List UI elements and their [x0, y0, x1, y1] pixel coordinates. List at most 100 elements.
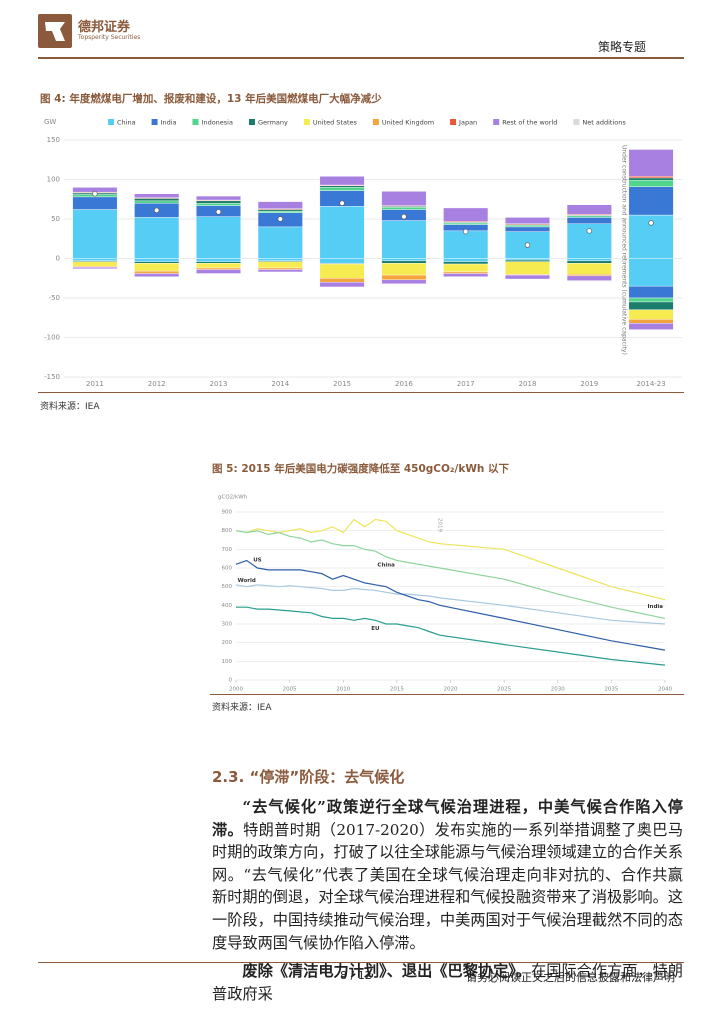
bar-segment	[381, 260, 427, 264]
company-name: 德邦证券	[78, 20, 131, 35]
bar-segment	[505, 225, 550, 228]
bar-segment	[196, 195, 241, 201]
legend-swatch	[493, 119, 500, 125]
bar-segment	[505, 258, 550, 261]
bar-segment	[566, 204, 612, 215]
bar-segment	[134, 200, 180, 204]
line-label: World	[238, 578, 256, 584]
page-number: 8 / 12	[340, 969, 372, 982]
bar-segment	[319, 185, 365, 188]
net-dot	[648, 220, 654, 226]
x-tick-label: 2025	[497, 687, 511, 693]
bar-segment	[566, 263, 612, 275]
logo-icon	[38, 14, 72, 48]
y-tick-label: 200	[222, 640, 233, 646]
line-series	[235, 584, 666, 625]
figure-source: 资料来源：IEA	[212, 703, 272, 713]
y-tick-label: 150	[47, 136, 60, 144]
annotation: 2019	[436, 518, 442, 532]
bar-segment	[72, 196, 118, 210]
bar-segment	[257, 261, 303, 269]
legend-label: China	[117, 119, 136, 127]
x-tick-label: 2014	[271, 380, 289, 388]
bar-segment	[381, 274, 427, 281]
x-tick-label: 2005	[283, 687, 297, 693]
bar-segment	[443, 273, 489, 277]
x-tick-label: 2015	[390, 687, 404, 693]
bar-segment	[319, 206, 365, 259]
net-dot	[92, 191, 98, 197]
bar-segment	[443, 271, 489, 274]
bar-segment	[196, 200, 241, 204]
bar-segment	[196, 261, 241, 264]
bar-segment	[443, 263, 489, 273]
x-tick-label: 2016	[395, 380, 413, 388]
bar-segment	[628, 186, 674, 216]
bar-segment	[628, 285, 674, 299]
bar-segment	[319, 278, 365, 283]
bar-segment	[319, 176, 365, 186]
y-tick-label: 700	[222, 547, 233, 553]
line-label: EU	[371, 626, 379, 632]
legend-swatch	[108, 119, 114, 125]
annotation: Under construction and announced retirem…	[621, 145, 628, 355]
legend-swatch	[372, 119, 379, 125]
y-tick-label: 600	[222, 566, 233, 572]
figure-caption: 图 4: 年度燃煤电厂增加、报废和建设，13 年后美国燃煤电厂大幅净减少	[40, 93, 382, 105]
x-tick-label: 2019	[580, 380, 598, 388]
bar-segment	[381, 258, 427, 262]
figure-rule	[38, 392, 684, 393]
bar-segment	[381, 263, 427, 276]
bar-segment	[566, 217, 612, 224]
paragraph-lead: “去气候化”政策逆行全球气候治理进程，中美气候合作陷入停滞。	[212, 798, 683, 839]
chart: GW 150 100 50 0 -50 -100 -150 China India Indonesi…	[44, 118, 682, 388]
section-body: “去气候化”政策逆行全球气候治理进程，中美气候合作陷入停滞。特朗普时期（2017…	[212, 796, 683, 1011]
bar-segment	[505, 259, 550, 262]
x-tick-label: 2013	[210, 380, 228, 388]
bar-segment	[196, 267, 241, 270]
bar-segment	[566, 274, 612, 277]
y-tick-label: 900	[222, 510, 233, 516]
disclaimer: 请务必阅读正文之后的信息披露和法律声明	[466, 971, 675, 984]
y-axis-label: GW	[44, 118, 56, 126]
legend-swatch	[248, 119, 255, 125]
bar-segment	[196, 269, 241, 274]
legend-label: Net additions	[582, 119, 626, 127]
net-dot	[401, 213, 407, 220]
line-series	[236, 606, 666, 666]
figure-source: 资料来源：IEA	[40, 402, 100, 412]
y-tick-label: -100	[44, 334, 60, 342]
paragraph: “去气候化”政策逆行全球气候治理进程，中美气候合作陷入停滞。特朗普时期（2017…	[212, 796, 683, 954]
bar-segment	[257, 267, 303, 270]
bar-segment	[134, 217, 180, 259]
bar-segment	[381, 191, 427, 206]
bar-segment	[72, 258, 118, 262]
line-label: China	[377, 562, 395, 568]
bar-segment	[566, 260, 612, 264]
bar-segment	[134, 198, 180, 202]
report-type: 策略专题	[598, 40, 647, 54]
bar-segment	[381, 206, 427, 210]
bar-segment	[443, 258, 489, 262]
y-tick-label: 0	[229, 678, 233, 684]
line-series	[235, 518, 666, 601]
x-tick-label: 2010	[336, 687, 350, 693]
bar-segment	[257, 269, 303, 273]
bar-segment	[134, 263, 180, 272]
net-dot	[339, 200, 345, 206]
bar-segment	[566, 215, 612, 218]
y-tick-label: -150	[44, 373, 60, 381]
bar-segment	[196, 202, 241, 206]
net-dot	[215, 209, 222, 215]
bar-segment	[257, 210, 303, 213]
y-tick-label: 100	[47, 176, 60, 184]
bar-segment	[628, 309, 674, 320]
bar-segment	[381, 279, 427, 284]
bar-segment	[628, 149, 674, 177]
legend-label: Germany	[258, 119, 288, 127]
y-tick-label: 800	[222, 528, 233, 534]
y-tick-label: 0	[56, 255, 60, 263]
chart: gCO2/kWh 0 100 200 300 400 500 600 700 800 900 2000…	[218, 495, 672, 693]
bar-segment	[72, 266, 118, 269]
net-dot	[524, 242, 531, 248]
